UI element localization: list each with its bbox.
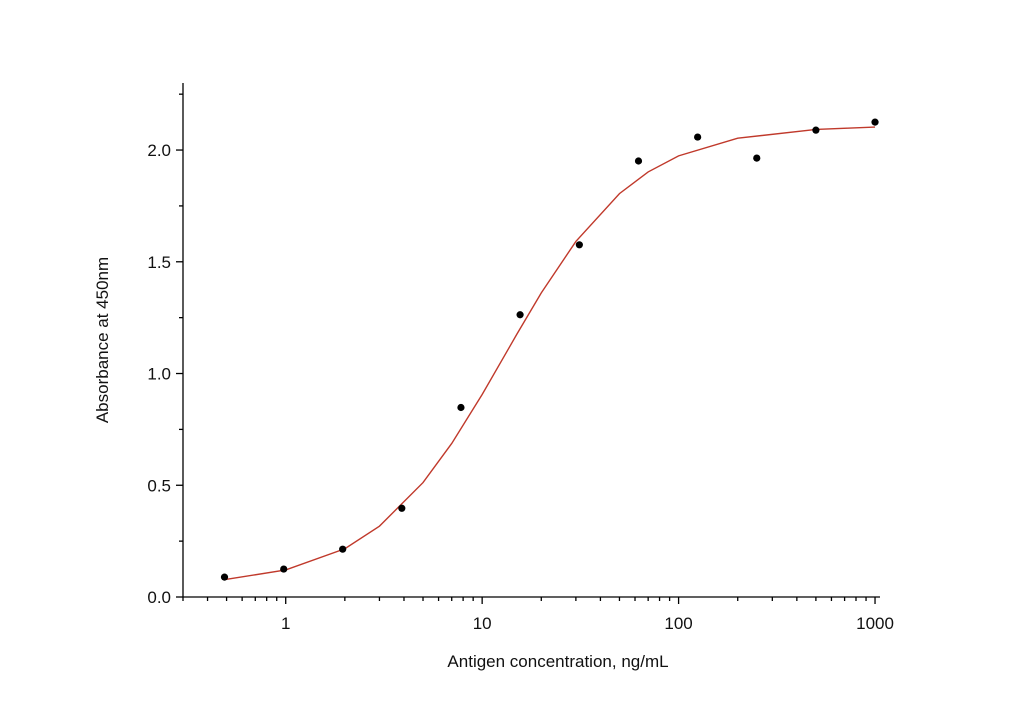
- data-point: [753, 154, 761, 162]
- data-point: [220, 573, 229, 581]
- fit-curve: [226, 126, 876, 581]
- data-point: [871, 118, 879, 126]
- y-axis-label: Absorbance at 450nm: [93, 257, 112, 423]
- data-point: [516, 311, 524, 319]
- x-tick-label: 10: [473, 614, 492, 633]
- data-point: [812, 126, 820, 134]
- y-tick-label: 1.5: [147, 253, 171, 272]
- x-tick-label: 100: [664, 614, 692, 633]
- y-tick-label: 0.0: [147, 588, 171, 607]
- y-tick-label: 1.0: [147, 365, 171, 384]
- data-point: [575, 241, 583, 249]
- data-point: [457, 403, 465, 412]
- x-tick-label: 1: [281, 614, 290, 633]
- data-point: [280, 565, 288, 573]
- data-point: [339, 545, 347, 553]
- y-tick-label: 0.5: [147, 476, 171, 495]
- x-axis-label: Antigen concentration, ng/mL: [447, 652, 668, 671]
- data-point: [694, 133, 702, 141]
- y-tick-label: 2.0: [147, 141, 171, 160]
- data-point: [398, 504, 406, 512]
- data-point: [634, 157, 643, 165]
- x-tick-label: 1000: [856, 614, 894, 633]
